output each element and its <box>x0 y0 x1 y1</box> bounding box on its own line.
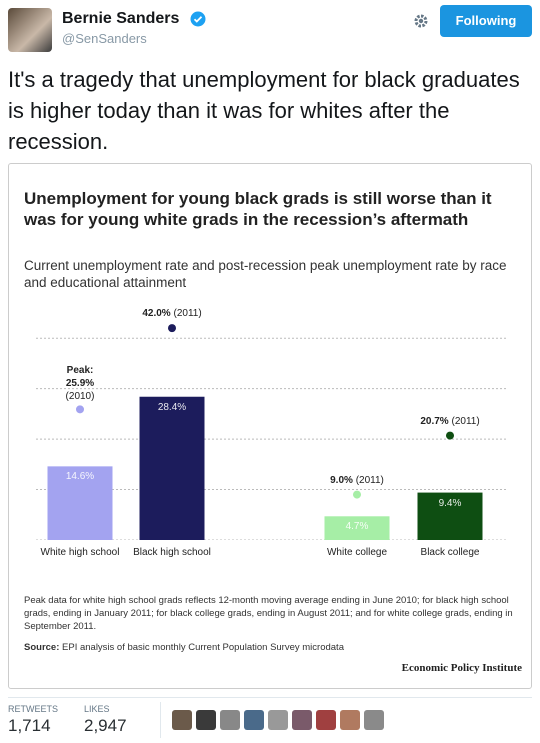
user-name[interactable]: Bernie Sanders <box>62 10 180 27</box>
plot-area: 14.6% White high school Peak: 25.9% (2010) 28… <box>8 300 532 590</box>
verified-badge <box>190 11 206 27</box>
chart-title: Unemployment for young black grads is st… <box>24 189 492 229</box>
peak-value-label: 20.7% <box>420 415 449 427</box>
avatar[interactable] <box>8 8 52 52</box>
bar <box>324 516 390 540</box>
bar <box>139 396 205 540</box>
footnote: Peak data for white high school grads re… <box>24 595 513 632</box>
liker-avatar[interactable] <box>244 710 264 730</box>
peak-year: (2010) <box>65 391 95 403</box>
peak-value-label: 9.0% <box>330 474 353 486</box>
x-tick-label: Black college <box>420 547 480 558</box>
user-handle[interactable]: @SenSanders <box>62 31 147 46</box>
peak-label: 20.7% (2011) <box>400 416 500 427</box>
x-tick-label: White college <box>326 547 388 558</box>
follow-button[interactable]: Following <box>440 5 532 37</box>
tweet-text: It's a tragedy that unemployment for bla… <box>8 67 520 154</box>
settings-icon[interactable] <box>412 12 430 30</box>
plot <box>36 324 508 541</box>
liker-avatar[interactable] <box>268 710 288 730</box>
bar-value-label: 9.4% <box>438 497 462 509</box>
peak-value-label: 42.0% <box>142 308 171 320</box>
peak-year: (2011) <box>355 474 384 486</box>
x-tick-label: Black high school <box>133 547 211 558</box>
liker-avatar[interactable] <box>316 710 336 730</box>
peak-year: (2011) <box>451 415 480 427</box>
peak-dot <box>76 405 84 414</box>
chart-subtitle: Current unemployment rate and post-reces… <box>24 258 507 290</box>
bar-value-label: 28.4% <box>157 401 187 413</box>
peak-value-label: 25.9% <box>65 378 95 390</box>
bar-value-label: 4.7% <box>345 521 369 533</box>
source: Source: EPI analysis of basic monthly Cu… <box>24 642 524 653</box>
peak-annotation: Peak: <box>66 365 94 377</box>
bar <box>417 492 483 540</box>
bar <box>47 466 113 540</box>
liker-avatar[interactable] <box>220 710 240 730</box>
peak-year: (2011) <box>173 308 202 320</box>
chart-card[interactable] <box>8 163 532 689</box>
liker-avatar[interactable] <box>292 710 312 730</box>
divider <box>160 702 161 738</box>
bar-value-label: 14.6% <box>65 471 95 483</box>
retweets-count[interactable]: 1,714 <box>8 716 51 735</box>
peak-dot <box>446 431 454 440</box>
source-label: Source: <box>24 642 60 653</box>
credit: Economic Policy Institute <box>401 662 522 674</box>
peak-dot <box>353 490 361 499</box>
peak-dot <box>168 324 176 333</box>
retweets-label: RETWEETS <box>8 704 59 714</box>
source-text: EPI analysis of basic monthly Current Po… <box>62 642 344 653</box>
divider <box>8 697 532 698</box>
liker-avatar[interactable] <box>340 710 360 730</box>
liker-avatar[interactable] <box>364 710 384 730</box>
liker-avatar[interactable] <box>172 710 192 730</box>
peak-label: 9.0% (2011) <box>307 475 407 486</box>
likes-label: LIKES <box>84 704 110 714</box>
likes-count[interactable]: 2,947 <box>84 716 127 735</box>
liker-avatar[interactable] <box>196 710 216 730</box>
peak-label: 42.0% (2011) <box>122 308 222 319</box>
x-tick-label: White high school <box>40 547 120 558</box>
liker-avatars <box>172 710 384 730</box>
